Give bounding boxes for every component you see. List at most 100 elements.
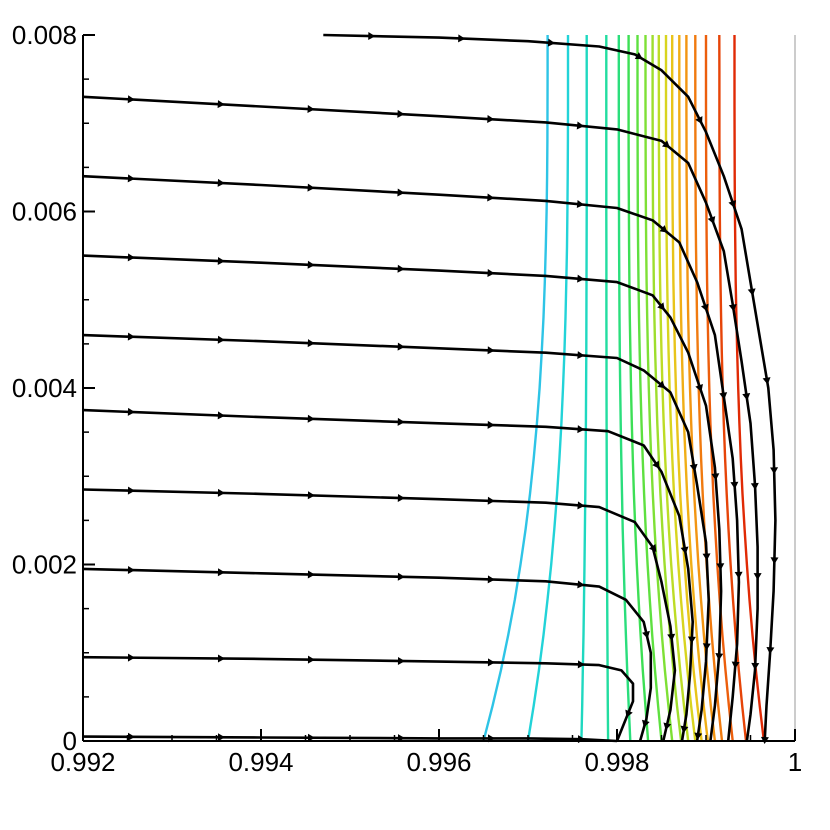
streamline-arrow [576,121,585,130]
contour-line [605,35,610,742]
streamline-arrow [307,733,315,742]
streamline-arrow [217,488,225,497]
streamline-arrow [694,732,703,740]
streamline-arrow [487,658,495,667]
streamline-arrow [680,546,689,555]
streamline-arrow [458,34,466,43]
x-tick-label: 0.994 [228,747,293,777]
streamline-arrow [217,733,225,742]
streamline-arrow [577,274,585,283]
streamline-arrow [657,380,666,389]
contour-line [657,35,690,742]
streamline-arrow [702,643,711,651]
y-tick-label: 0.008 [12,20,77,50]
streamline-arrow [487,346,495,355]
contour-line [580,35,588,742]
streamline-arrow [127,332,135,341]
streamline-arrow [641,719,650,728]
streamline-arrow [217,256,225,265]
streamline-arrow [719,392,728,400]
streamline-arrow [307,491,315,500]
streamline-arrow [397,264,405,273]
streamline-arrow [397,417,405,426]
streamline-arrow [397,572,405,581]
streamline-arrow [662,140,670,148]
streamline-arrow [487,269,495,278]
streamline-arrow [728,303,737,312]
streamline-arrow [127,253,135,262]
x-tick-label: 1 [788,747,802,777]
streamline-arrow [127,653,135,662]
contour-line [704,35,734,742]
streamline-arrow [487,114,495,123]
streamline-arrow [762,377,771,385]
streamline-arrow [397,188,405,197]
streamline-arrow [127,566,135,575]
streamline-arrow [307,183,315,192]
streamline-arrow [663,722,672,731]
streamline [323,33,777,742]
axes [82,34,796,742]
streamline [82,655,635,742]
streamline-arrow [127,407,135,416]
contour-line [733,35,766,742]
streamline-arrow [217,411,225,420]
streamline-arrow [217,654,225,663]
streamline-arrow [770,557,779,565]
contour-line [671,35,703,742]
streamline-arrow [487,496,495,505]
streamline-arrow [397,493,405,502]
streamline-arrow [711,473,720,481]
streamline-arrow [731,661,740,669]
streamline-arrow [217,178,225,187]
streamline-arrow [648,543,657,552]
tick-labels: 0.992 0.994 0.996 0.998 1 0 0.002 0.004 0.006 0.0… [12,20,802,777]
streamline-arrow [689,463,698,472]
y-tick-label: 0.004 [12,373,77,403]
streamlines [82,32,779,745]
streamline [82,567,653,742]
streamline-arrow [576,200,585,209]
contour-line [526,35,570,742]
streamline-arrow [770,467,779,475]
streamline-arrow [751,662,760,671]
streamline-arrow [667,633,676,642]
streamline-arrow [127,486,135,495]
streamline-arrow [728,200,737,208]
streamline-arrow [652,460,660,469]
streamline [82,95,759,742]
streamline-arrow [766,647,775,655]
streamline [82,488,677,742]
streamline-arrow [716,563,725,571]
streamline-arrow [742,393,751,401]
x-tick-label: 0.992 [50,747,115,777]
streamline-arrow [707,216,716,225]
streamline-arrow [307,414,315,423]
streamline-arrow [750,482,759,491]
streamline-arrow [577,580,585,589]
y-tick-label: 0 [63,726,77,756]
contour-line [644,35,674,742]
streamline-arrow [642,630,650,639]
streamline [82,254,723,742]
x-tick-label: 0.998 [584,747,649,777]
streamline-arrow [730,481,739,489]
streamline-arrow [127,174,135,183]
streamline-arrow [397,342,405,351]
streamline-arrow [753,573,762,581]
streamline-arrow [127,95,135,104]
streamline-arrow [577,425,585,434]
streamline-arrow [577,351,585,360]
streamline-arrow [625,709,633,718]
contour-line [627,35,650,742]
streamline-arrow [702,553,711,561]
streamline-arrow [695,384,703,392]
x-tick-label: 0.996 [406,747,471,777]
contour-line [678,35,709,742]
streamline-arrow [397,109,405,118]
contour-line [664,35,697,742]
contour-line [685,35,717,742]
streamline-arrow [680,725,689,734]
y-tick-label: 0.006 [12,197,77,227]
streamline-arrow [715,653,724,661]
